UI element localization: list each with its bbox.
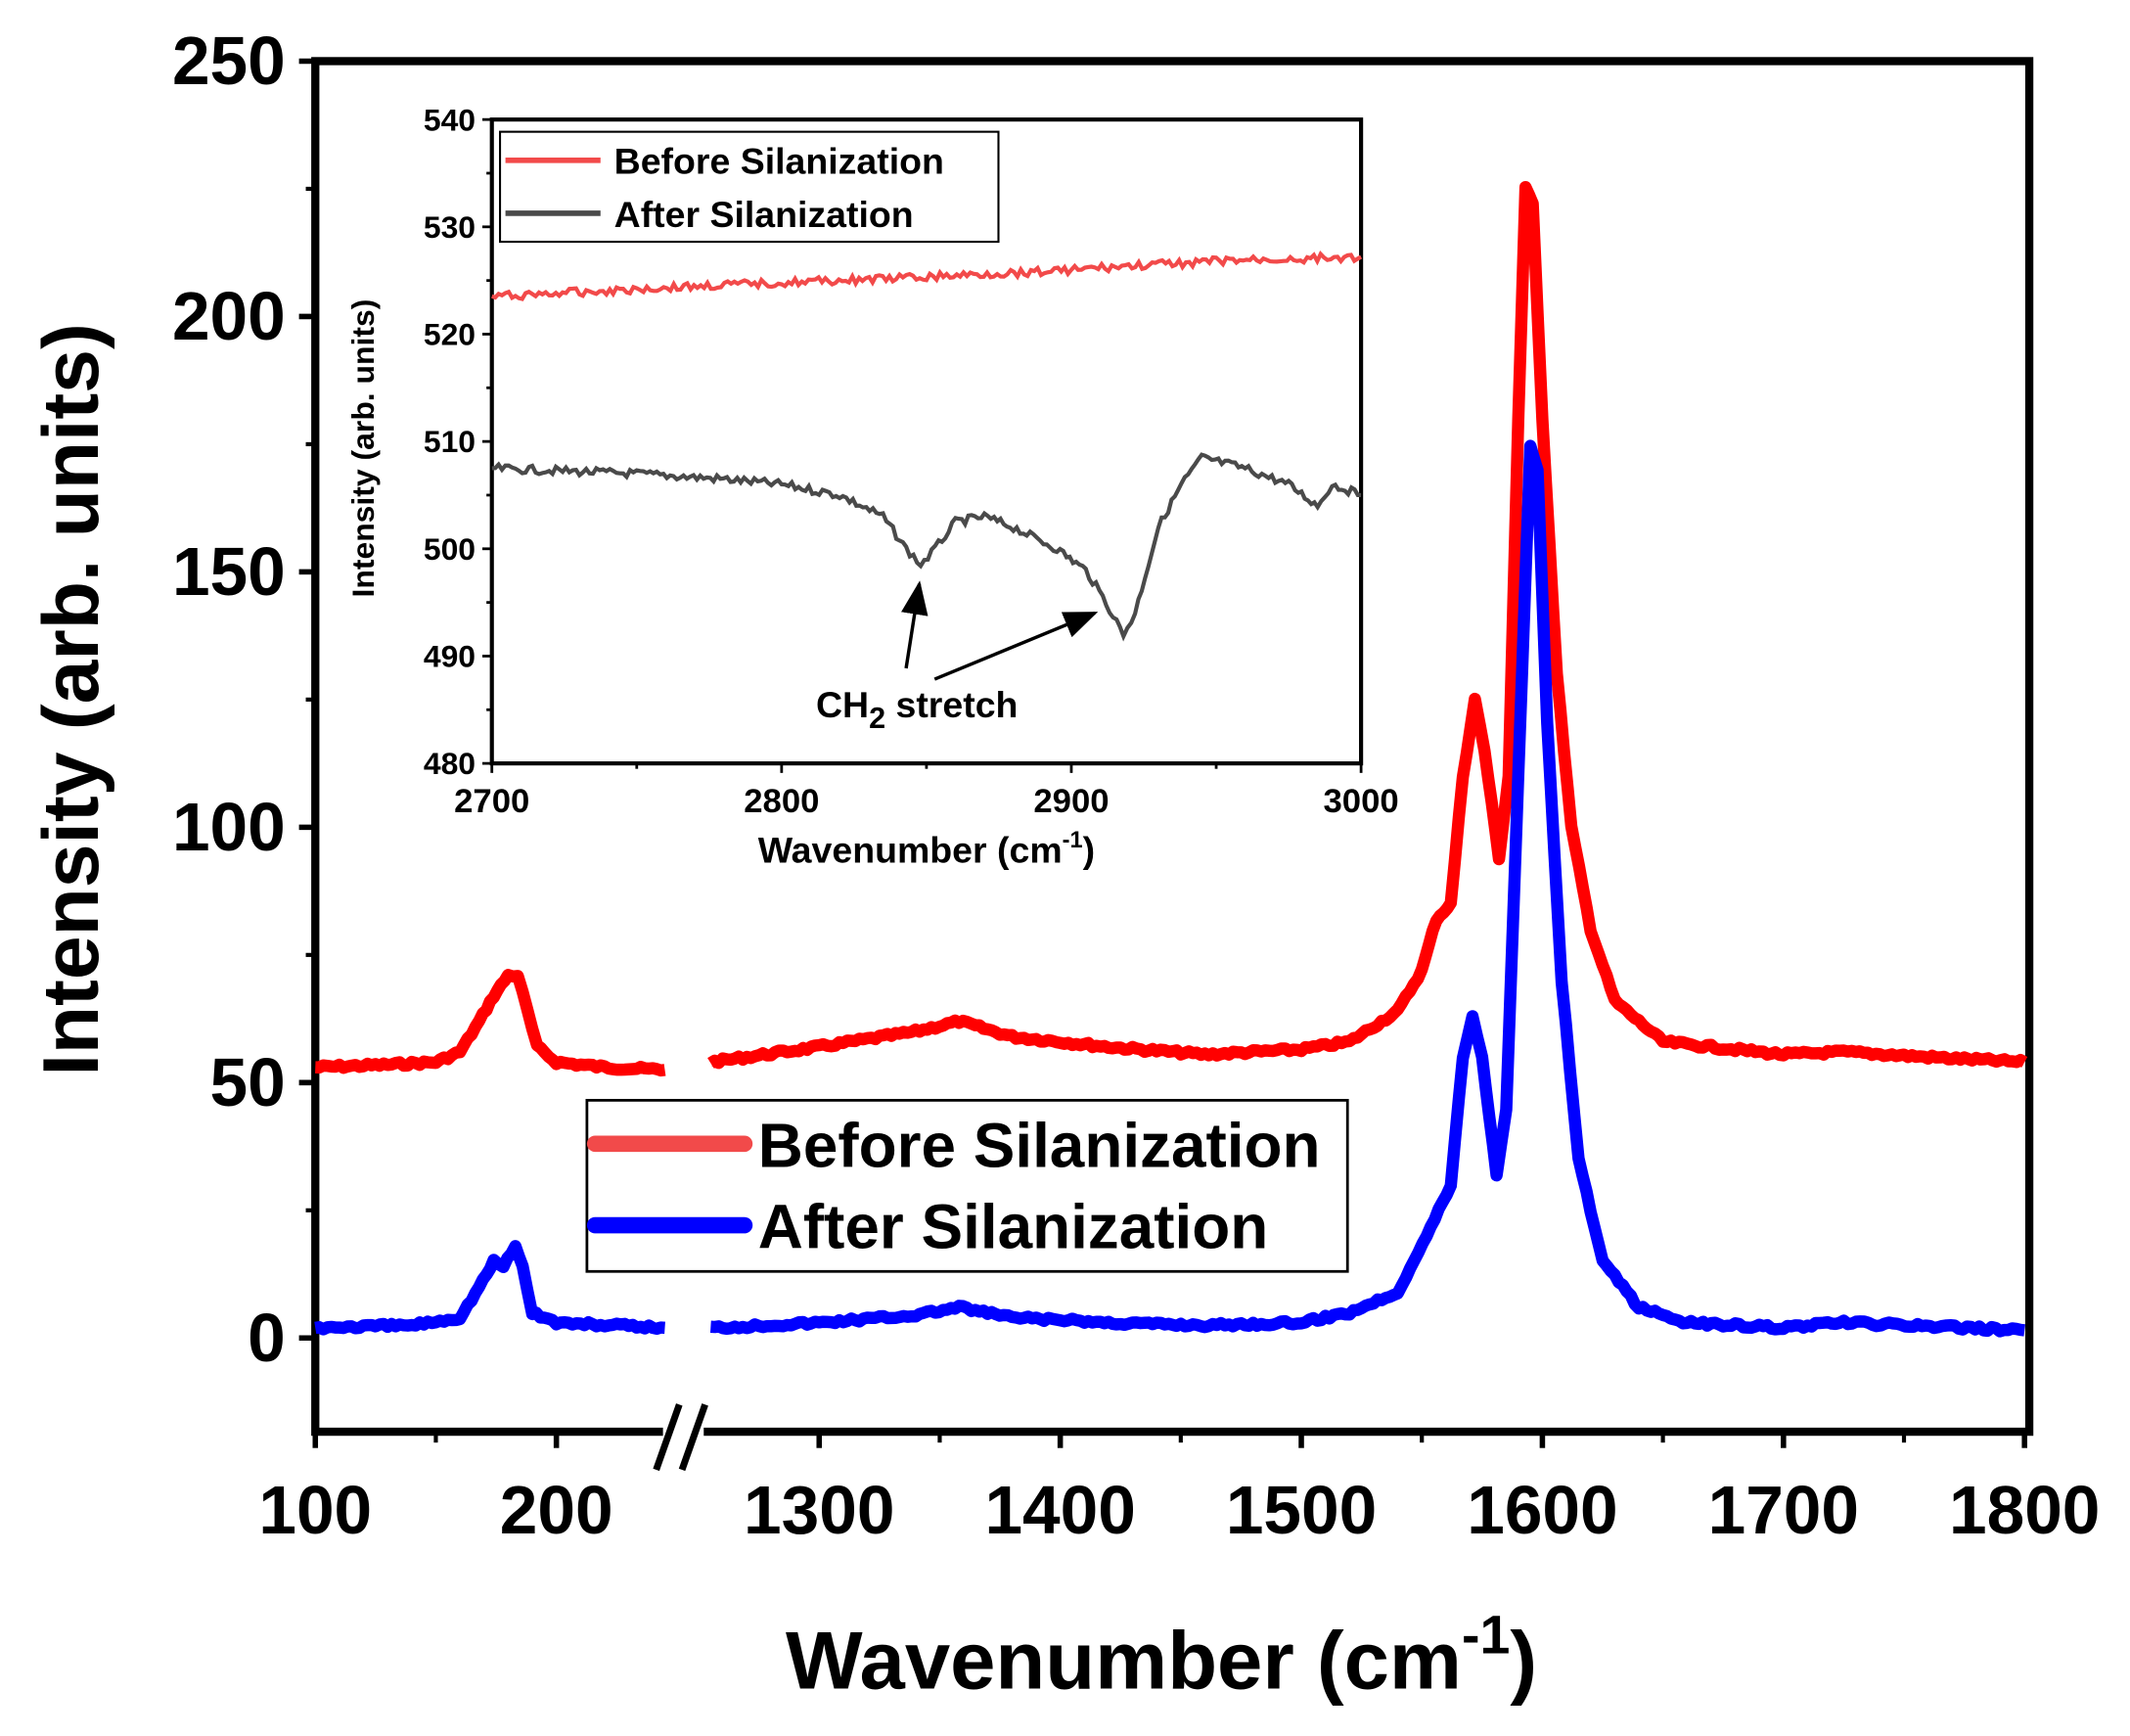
x-tick-label: 100 xyxy=(258,1472,372,1548)
inset-y-tick-label: 530 xyxy=(424,209,476,245)
inset-legend-label-before: Before Silanization xyxy=(614,141,944,182)
series-line-after xyxy=(708,439,2027,1338)
y-tick-label: 250 xyxy=(172,23,286,99)
inset-y-tick-label: 490 xyxy=(424,639,476,674)
inset-y-tick-label: 540 xyxy=(424,102,476,137)
legend-label-after: After Silanization xyxy=(758,1192,1268,1262)
inset-legend-label-after: After Silanization xyxy=(614,194,914,235)
inset-x-axis-title-superscript: -1 xyxy=(1063,827,1083,852)
inset-y-tick-label: 480 xyxy=(424,746,476,781)
y-tick-label: 200 xyxy=(172,278,286,354)
legend-label-before: Before Silanization xyxy=(758,1110,1321,1180)
y-axis-title: Intensity (arb. units) xyxy=(27,323,115,1075)
x-tick-label: 1800 xyxy=(1949,1472,2100,1548)
x-tick-label: 1400 xyxy=(984,1472,1135,1548)
x-axis-title-end: ) xyxy=(1510,1615,1537,1706)
y-tick-label: 150 xyxy=(172,533,286,610)
series-line-before xyxy=(313,969,667,1077)
inset-x-tick-label: 2700 xyxy=(454,783,529,820)
axis-break-mark xyxy=(653,1403,683,1472)
annotation-subscript: 2 xyxy=(869,702,885,735)
inset-legend-box xyxy=(499,130,1000,244)
inset-x-tick-label: 3000 xyxy=(1324,783,1399,820)
y-tick-label: 0 xyxy=(248,1300,286,1376)
x-axis-title-superscript: -1 xyxy=(1462,1604,1510,1665)
main-legend-box xyxy=(585,1098,1349,1273)
series-line-before xyxy=(707,180,2028,1070)
axis-break-mark xyxy=(678,1403,708,1472)
main-plot-frame xyxy=(311,57,2034,1437)
x-tick-label: 1300 xyxy=(744,1472,894,1548)
inset-series-line-before xyxy=(490,251,1363,301)
inset-y-tick-label: 510 xyxy=(424,424,476,459)
inset-x-axis-title: Wavenumber (cm-1) xyxy=(758,827,1095,870)
inset-x-tick-label: 2900 xyxy=(1033,783,1109,820)
annotation-text-end: stretch xyxy=(885,684,1018,725)
x-tick-label: 200 xyxy=(500,1472,613,1548)
y-tick-label: 50 xyxy=(210,1044,286,1120)
series-line-after xyxy=(313,1240,667,1336)
inset-y-axis-title: Intensity (arb. units) xyxy=(345,299,381,598)
inset-y-tick-label: 520 xyxy=(424,317,476,352)
x-tick-label: 1700 xyxy=(1708,1472,1859,1548)
annotation-arrow xyxy=(901,580,929,669)
annotation-arrow xyxy=(933,611,1099,681)
x-axis-title: Wavenumber (cm-1) xyxy=(786,1604,1537,1706)
y-tick-label: 100 xyxy=(172,789,286,865)
x-tick-label: 1500 xyxy=(1226,1472,1377,1548)
inset-x-axis-title-end: ) xyxy=(1083,829,1095,870)
inset-x-tick-label: 2800 xyxy=(744,783,819,820)
inset-y-tick-label: 500 xyxy=(424,531,476,567)
inset-series-line-after xyxy=(491,452,1362,642)
x-tick-label: 1600 xyxy=(1467,1472,1617,1548)
